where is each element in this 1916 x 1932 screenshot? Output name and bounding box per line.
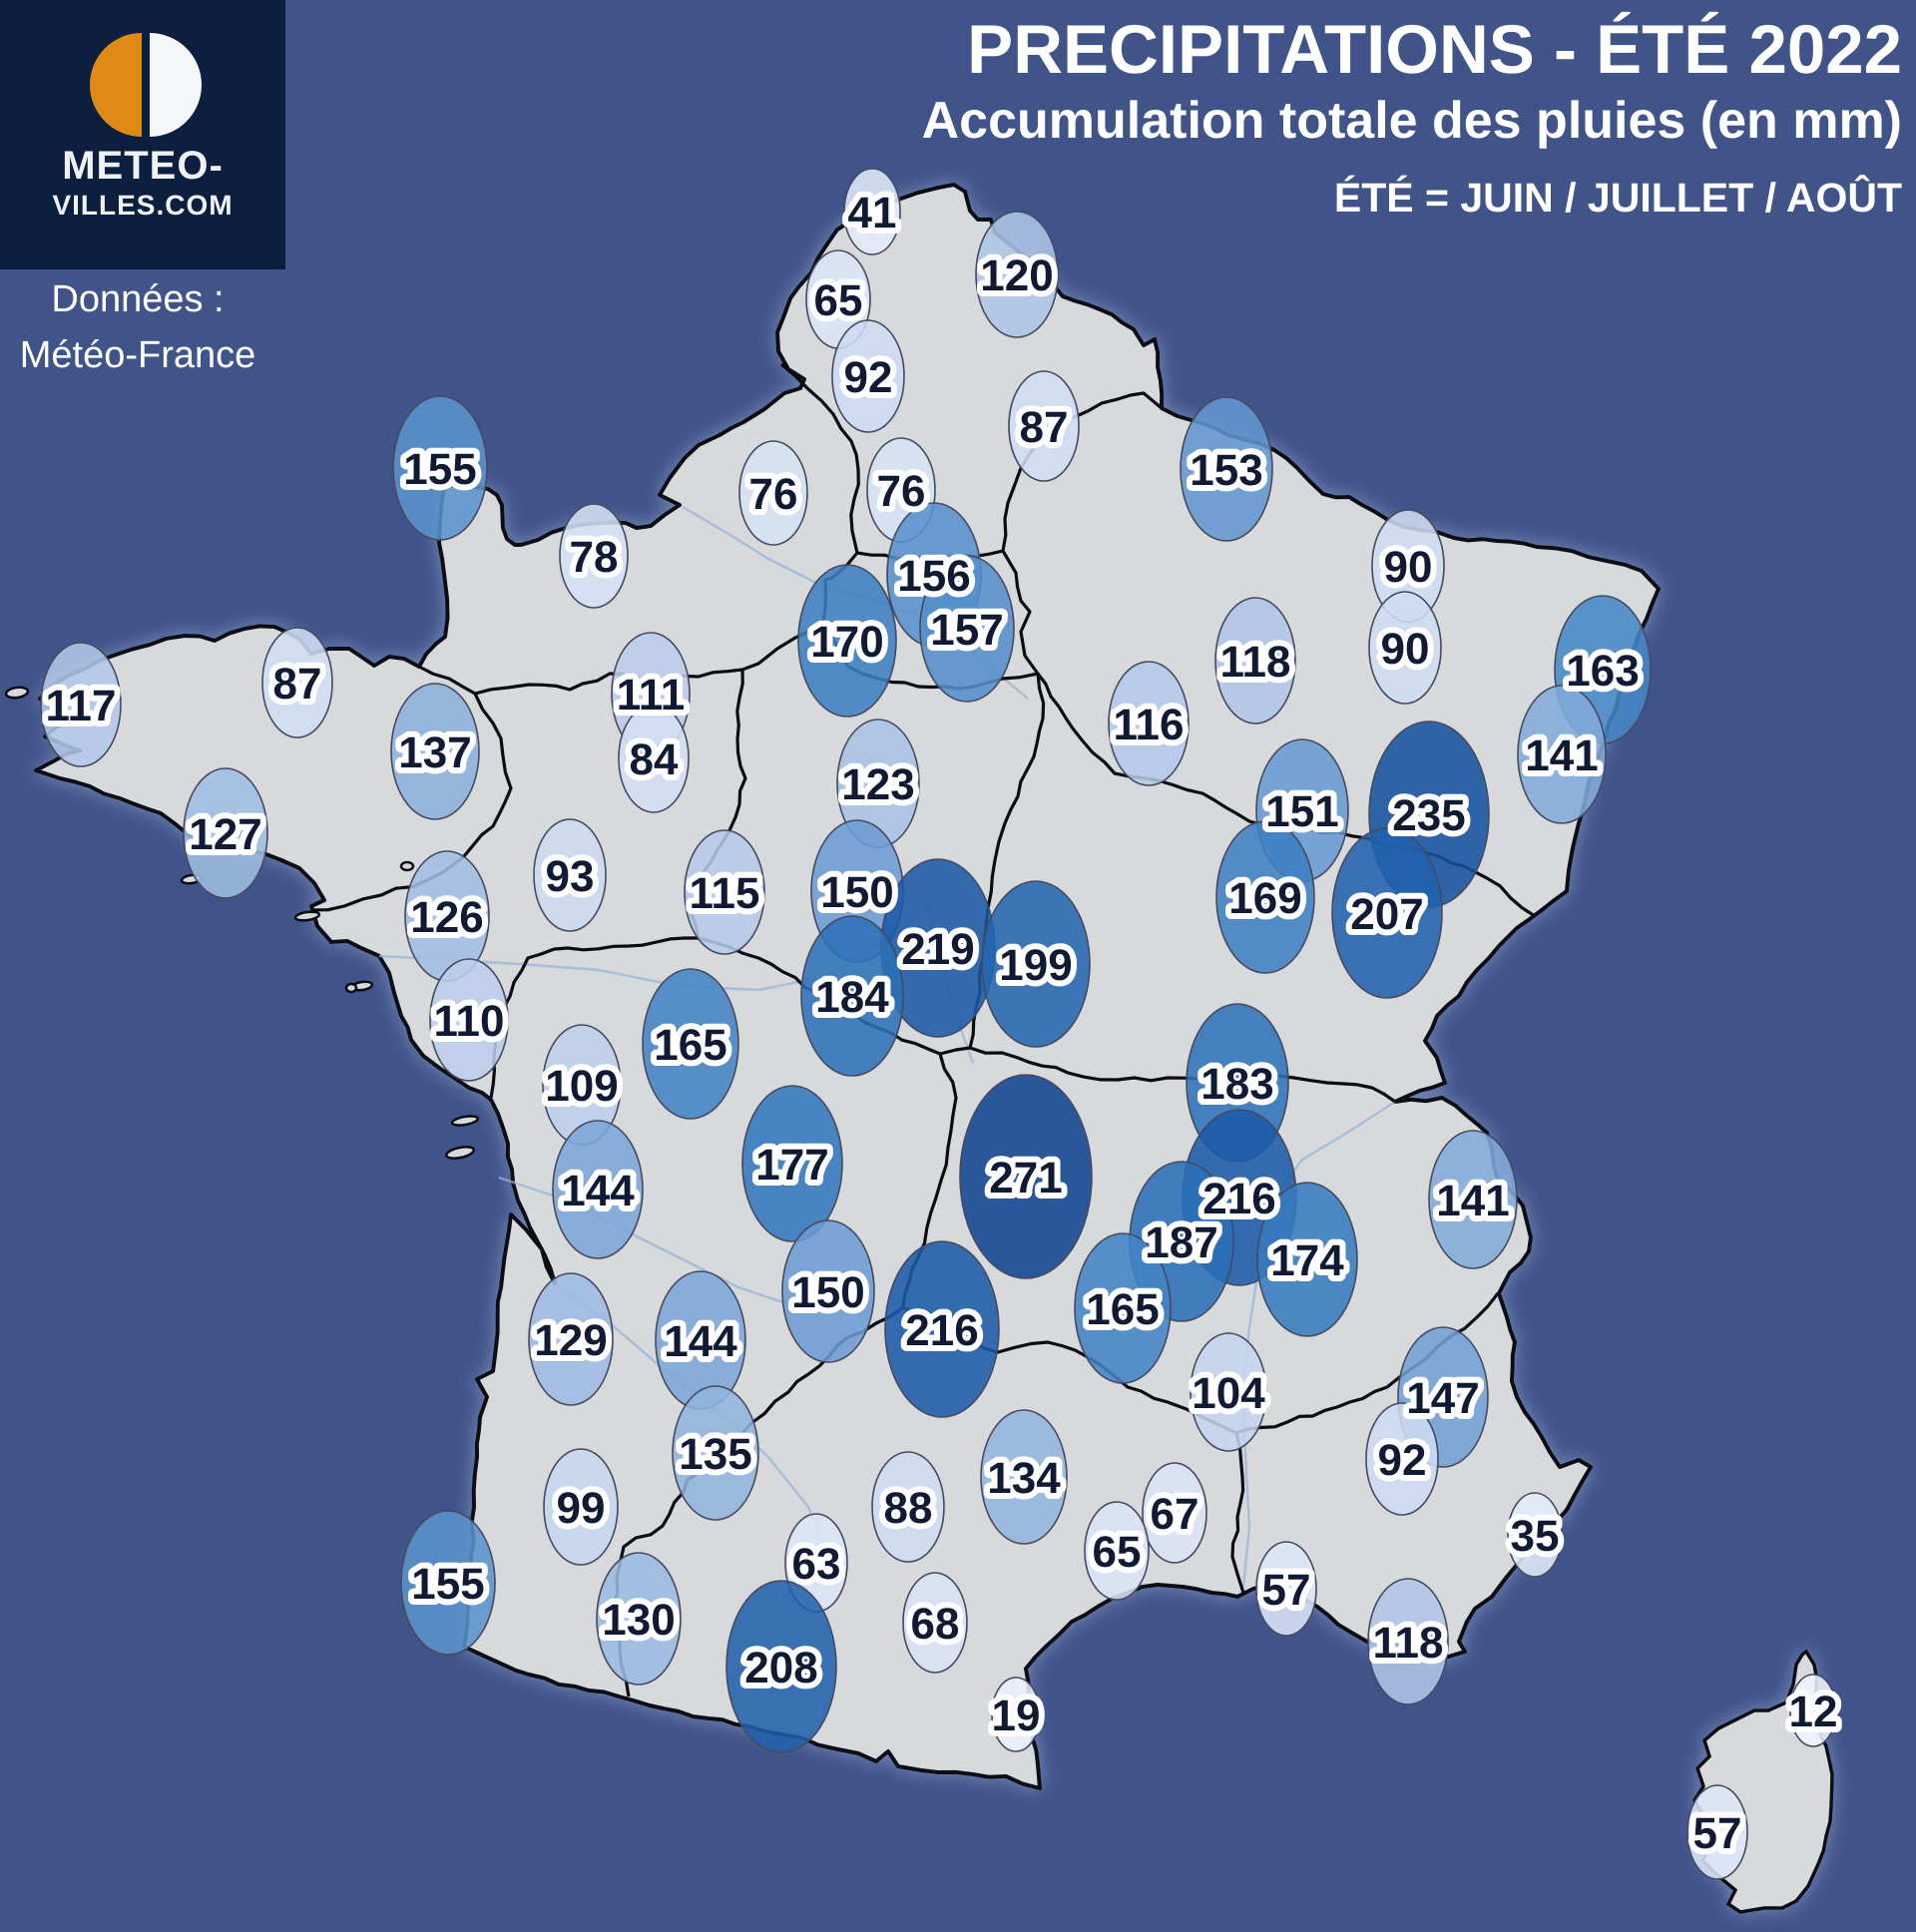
svg-text:184: 184: [815, 973, 889, 1022]
svg-text:150: 150: [791, 1268, 864, 1317]
svg-text:90: 90: [1384, 543, 1433, 592]
svg-text:84: 84: [630, 735, 679, 784]
svg-text:155: 155: [403, 445, 476, 494]
svg-text:216: 216: [905, 1306, 978, 1355]
svg-text:174: 174: [1270, 1236, 1344, 1285]
svg-text:41: 41: [848, 189, 897, 238]
svg-text:68: 68: [911, 1600, 960, 1649]
svg-text:155: 155: [411, 1560, 484, 1609]
svg-text:110: 110: [434, 997, 505, 1046]
svg-text:271: 271: [989, 1154, 1062, 1203]
svg-text:216: 216: [1202, 1175, 1275, 1223]
svg-text:163: 163: [1566, 647, 1639, 696]
svg-text:207: 207: [1350, 890, 1423, 939]
svg-text:170: 170: [810, 618, 883, 667]
svg-text:177: 177: [755, 1141, 828, 1190]
svg-text:12: 12: [1789, 1688, 1838, 1736]
svg-text:90: 90: [1381, 625, 1430, 674]
svg-text:78: 78: [570, 533, 619, 582]
svg-text:156: 156: [897, 552, 970, 601]
svg-text:127: 127: [189, 810, 261, 859]
svg-text:87: 87: [273, 660, 322, 709]
svg-text:130: 130: [602, 1596, 675, 1645]
svg-text:87: 87: [1020, 403, 1069, 452]
svg-text:76: 76: [877, 467, 926, 516]
svg-text:134: 134: [987, 1454, 1061, 1503]
svg-text:126: 126: [410, 893, 483, 942]
svg-text:93: 93: [546, 852, 595, 901]
svg-text:123: 123: [841, 760, 914, 809]
svg-text:120: 120: [980, 251, 1053, 300]
svg-text:141: 141: [1436, 1177, 1509, 1225]
svg-text:137: 137: [398, 728, 471, 777]
svg-text:57: 57: [1262, 1566, 1311, 1615]
svg-text:219: 219: [901, 925, 974, 974]
svg-text:150: 150: [820, 868, 893, 917]
svg-text:57: 57: [1693, 1809, 1742, 1858]
svg-text:76: 76: [749, 470, 798, 519]
svg-text:99: 99: [557, 1484, 606, 1533]
svg-text:118: 118: [1220, 638, 1291, 687]
svg-text:19: 19: [992, 1691, 1041, 1740]
svg-text:169: 169: [1228, 874, 1301, 923]
svg-text:92: 92: [1378, 1436, 1427, 1485]
svg-text:183: 183: [1200, 1060, 1273, 1109]
svg-text:235: 235: [1392, 791, 1465, 840]
svg-text:144: 144: [664, 1317, 737, 1366]
svg-text:67: 67: [1151, 1490, 1199, 1539]
svg-text:165: 165: [1086, 1285, 1159, 1334]
svg-text:151: 151: [1265, 787, 1338, 836]
svg-text:35: 35: [1511, 1512, 1560, 1561]
svg-text:118: 118: [1373, 1619, 1444, 1668]
svg-text:117: 117: [46, 682, 117, 730]
svg-text:116: 116: [1114, 701, 1185, 749]
svg-text:165: 165: [654, 1021, 726, 1070]
svg-text:129: 129: [534, 1316, 607, 1365]
svg-text:199: 199: [999, 941, 1072, 990]
svg-text:141: 141: [1525, 731, 1598, 780]
svg-text:88: 88: [884, 1484, 933, 1533]
svg-text:115: 115: [690, 869, 760, 918]
svg-text:111: 111: [617, 671, 686, 720]
svg-text:65: 65: [814, 276, 863, 325]
svg-text:153: 153: [1190, 446, 1262, 495]
svg-text:104: 104: [1192, 1369, 1265, 1418]
svg-text:187: 187: [1145, 1218, 1217, 1267]
svg-text:135: 135: [679, 1430, 751, 1479]
svg-text:65: 65: [1093, 1528, 1142, 1577]
svg-text:147: 147: [1406, 1374, 1479, 1423]
svg-text:109: 109: [545, 1062, 618, 1111]
svg-text:208: 208: [744, 1644, 817, 1692]
svg-text:92: 92: [844, 353, 893, 402]
svg-text:63: 63: [792, 1540, 841, 1589]
svg-text:157: 157: [930, 606, 1003, 655]
svg-text:144: 144: [561, 1167, 635, 1215]
